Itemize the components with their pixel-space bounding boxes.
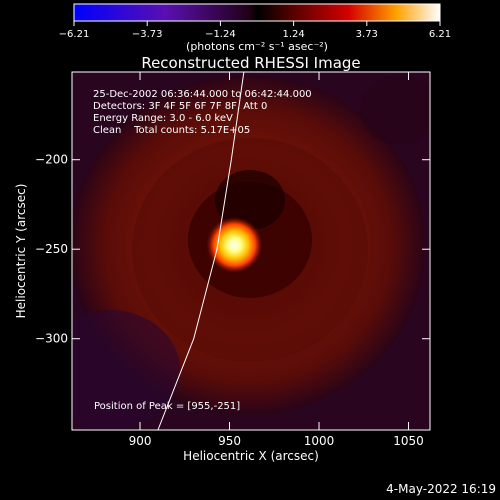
chart-title: Reconstructed RHESSI Image	[141, 54, 360, 72]
colorbar	[73, 3, 441, 22]
annotation-energy: Energy Range: 3.0 - 6.0 keV	[93, 113, 233, 124]
x-tick-label: 900	[129, 434, 152, 448]
y-tick-label: −200	[35, 153, 68, 167]
heatmap-image	[72, 72, 430, 430]
x-tick-label: 950	[218, 434, 241, 448]
colorbar-tick-label: −1.24	[205, 29, 236, 40]
colorbar-ticks: −6.21 −3.73 −1.24 1.24 3.73 6.21	[59, 21, 451, 40]
colorbar-tick-label: −6.21	[59, 29, 90, 40]
annotation-detectors: Detectors: 3F 4F 5F 6F 7F 8F, Att 0	[93, 101, 267, 112]
colorbar-tick-label: −3.73	[132, 29, 163, 40]
colorbar-tick-label: 1.24	[282, 29, 304, 40]
annotation-peak-position: Position of Peak = [955,-251]	[94, 401, 240, 412]
peak-blob	[206, 217, 263, 273]
annotation-time-range: 25-Dec-2002 06:36:44.000 to 06:42:44.000	[93, 89, 312, 100]
colorbar-unit-label: (photons cm⁻² s⁻¹ asec⁻²)	[186, 40, 328, 53]
solar-limb-curve	[157, 72, 245, 430]
colorbar-tick-label: 6.21	[429, 29, 451, 40]
x-tick-label: 1000	[304, 434, 335, 448]
x-tick-label: 1050	[393, 434, 424, 448]
y-axis-ticks: −200 −250 −300	[35, 153, 430, 346]
annotations: 25-Dec-2002 06:36:44.000 to 06:42:44.000…	[93, 89, 312, 412]
colorbar-tick-label: 3.73	[356, 29, 378, 40]
y-axis-label: Heliocentric Y (arcsec)	[14, 184, 28, 319]
plot-frame	[71, 71, 431, 431]
y-tick-label: −300	[35, 332, 68, 346]
annotation-clean-counts: Clean Total counts: 5.17E+05	[93, 125, 250, 136]
x-axis-ticks: 900 950 1000 1050	[129, 72, 424, 448]
x-axis-label: Heliocentric X (arcsec)	[183, 449, 319, 463]
y-tick-label: −250	[35, 242, 68, 256]
footer-date: 4-May-2022 16:19	[386, 482, 496, 496]
